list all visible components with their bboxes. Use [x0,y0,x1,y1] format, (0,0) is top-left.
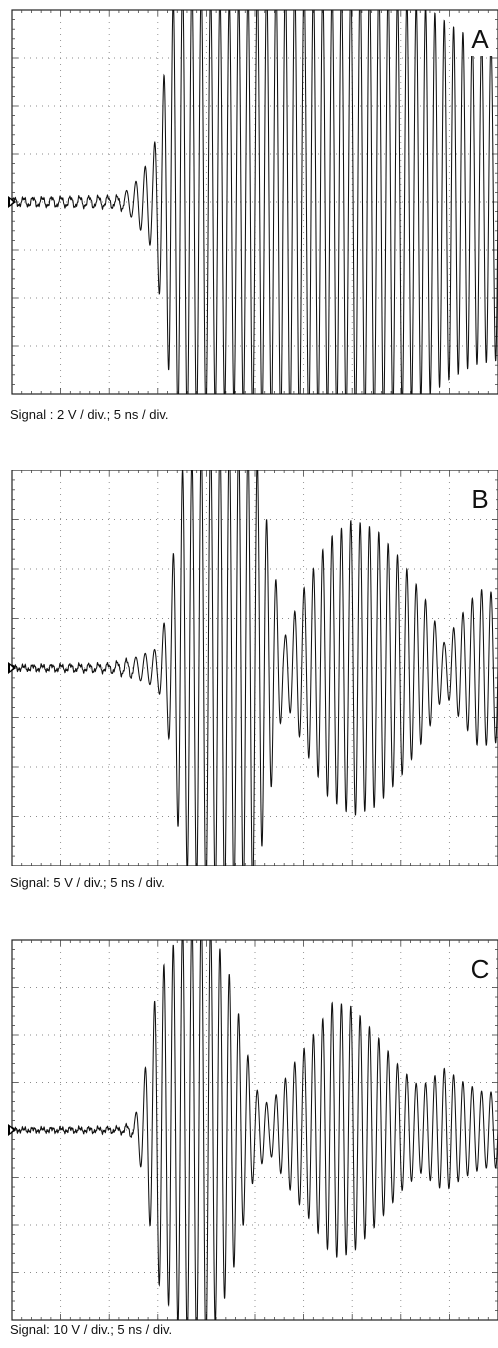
waveform-trace-c [12,940,498,1320]
scope-screen-b: B [8,470,498,866]
waveform-trace-a [12,10,498,394]
ground-marker-inner [10,665,13,671]
scope-screen-a: A [8,9,498,395]
panel-label-a: A [471,24,489,54]
panel-a-caption: Signal : 2 V / div.; 5 ns / div. [10,407,169,422]
scope-screen-c: C [8,939,498,1321]
waveform-trace-b [12,470,498,866]
panel-label-backing [466,22,496,56]
ground-marker-inner [10,1127,13,1133]
panel-label-b: B [471,484,488,514]
panel-label-c: C [471,954,490,984]
panel-label-backing [466,482,496,516]
ground-marker-inner [10,199,13,205]
panel-c-caption: Signal: 10 V / div.; 5 ns / div. [10,1322,173,1337]
graticule-b [12,470,498,866]
panel-label-backing [466,952,496,986]
panel-b-caption: Signal: 5 V / div.; 5 ns / div. [10,875,165,890]
